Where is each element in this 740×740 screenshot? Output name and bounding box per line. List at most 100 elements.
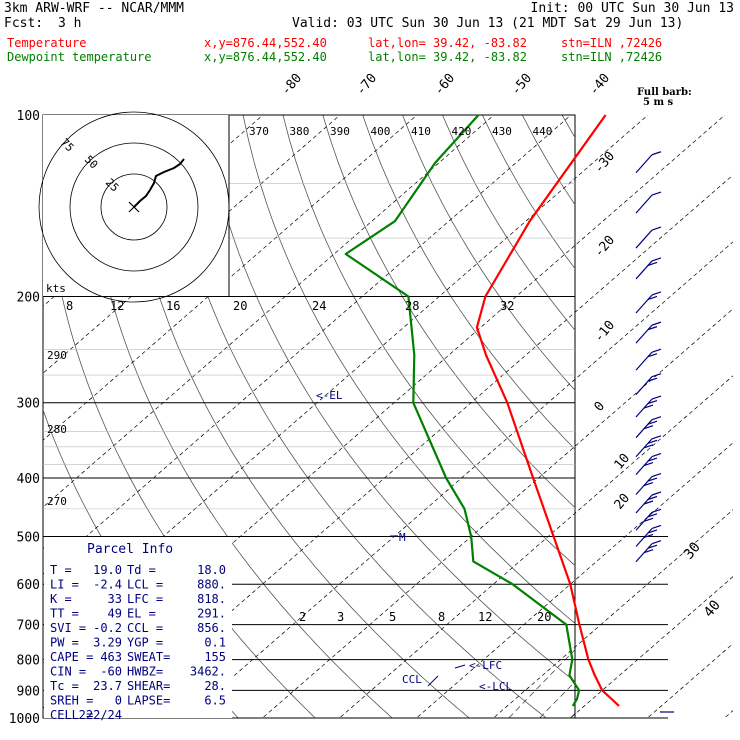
moist-adiabat-line	[570, 712, 575, 718]
legend-dewpoint-label: Dewpoint temperature	[7, 50, 152, 64]
ccl-marker: CCL	[402, 673, 422, 686]
wind-barb-flag	[647, 377, 658, 382]
isotherm-label: -30	[592, 149, 619, 177]
isotherm-line	[723, 710, 733, 718]
legend-dewpoint-station: stn=ILN ,72426	[561, 50, 663, 64]
legend-temperature-xy: x,y=876.44,552.40	[204, 36, 327, 50]
theta-e-label: 390	[330, 125, 350, 138]
parcel-key: CAPE =	[50, 650, 93, 664]
wind-barb-icon	[635, 191, 662, 214]
isotherm-line	[43, 115, 572, 575]
pressure-label-800: 800	[17, 654, 40, 669]
wind-barb-shaft	[635, 260, 653, 280]
dry-adiabat-line	[322, 115, 575, 509]
theta-e-label: 410	[411, 125, 431, 138]
wind-barb-flag	[643, 533, 654, 539]
isotherm-label: -60	[432, 71, 459, 99]
dry-adiabat-line	[242, 115, 575, 624]
moist-adiabat-line	[539, 681, 575, 718]
isotherm-label: -70	[354, 71, 381, 99]
parcel-key: LCL =	[127, 578, 163, 592]
el-marker: <-EL	[316, 389, 343, 402]
valid-time: Valid: 03 UTC Sun 30 Jun 13 (21 MDT Sat …	[292, 16, 684, 31]
isotherm-line	[184, 241, 733, 718]
hodograph-ring	[69, 142, 199, 272]
parcel-key: TT =	[50, 607, 79, 621]
pressure-label-100: 100	[17, 109, 40, 124]
parcel-value: 19.0	[93, 563, 122, 577]
wind-barb-icon	[635, 151, 662, 174]
wind-barb-flag	[643, 425, 654, 430]
wind-barb-flag	[643, 462, 654, 467]
parcel-key: SHEAR=	[127, 679, 170, 693]
wind-barb-shaft	[635, 376, 653, 396]
isotherm-label: -20	[592, 233, 619, 261]
wind-barb-flag	[647, 529, 658, 534]
dry-adiabat-line	[722, 115, 740, 718]
parcel-key: CELL =	[50, 708, 93, 722]
wind-barb-shaft	[635, 154, 653, 174]
parcel-value: 6.5	[204, 694, 226, 708]
parcel-key: LFC =	[127, 592, 163, 606]
wind-barb-flag	[643, 517, 654, 522]
isotherm-label: -40	[587, 71, 614, 99]
parcel-value: 28.	[204, 679, 226, 693]
parcel-value: 33	[108, 592, 122, 606]
dry-adiabat-line	[561, 115, 575, 139]
freezing-level-marker: M	[399, 531, 406, 544]
dry-adiabat-line	[442, 115, 575, 331]
isotherm-line	[43, 115, 495, 508]
wind-barb-icon	[635, 491, 662, 514]
pressure-label-200: 200	[17, 291, 40, 306]
dry-adiabat-line	[362, 115, 575, 450]
wind-barb-flag	[651, 472, 662, 478]
wind-barb-shaft	[635, 294, 653, 314]
wind-barb-flag	[651, 491, 662, 496]
dry-adiabat-line	[682, 115, 740, 718]
parcel-key: LAPSE=	[127, 694, 170, 708]
parcel-key: SWEAT=	[127, 650, 170, 664]
dry-adiabat-line	[602, 115, 740, 718]
parcel-key: CCL =	[127, 621, 163, 635]
wind-barb-flag	[651, 540, 662, 545]
lcl-marker: <-LCL	[479, 680, 512, 693]
wind-barb-flag	[647, 326, 658, 331]
wind-barb-icon	[635, 540, 662, 563]
wind-barb-flag	[647, 477, 658, 482]
theta-e-label: 370	[249, 125, 269, 138]
wind-barb-flag	[651, 291, 662, 296]
parcel-value: -0.2	[93, 621, 122, 635]
parcel-value: 222/24	[79, 708, 122, 722]
wind-barb-icon	[635, 321, 662, 344]
isotherm-label: 20	[612, 491, 634, 513]
theta-e-label: 400	[371, 125, 391, 138]
wind-barb-flag	[651, 435, 662, 440]
parcel-value: -60	[100, 665, 122, 679]
parcel-panel	[44, 537, 232, 718]
hodograph-ring	[38, 111, 230, 303]
isotherm-line	[0, 115, 32, 731]
barb-key-label: Full barb:	[637, 87, 692, 98]
dry-adiabat-line	[642, 115, 740, 718]
isotherm-line	[415, 442, 733, 718]
wind-barb-icon	[635, 472, 662, 495]
isotherm-label: -10	[592, 318, 619, 346]
wind-barb-flag	[651, 257, 662, 262]
parcel-value: 155	[204, 650, 226, 664]
wind-barb-flag	[651, 453, 662, 458]
pressure-label-400: 400	[17, 472, 40, 487]
parcel-title: Parcel Info	[87, 542, 173, 557]
lfc-marker: <-LFC	[469, 659, 502, 672]
barb-key-unit: 5 m s	[643, 97, 674, 108]
pressure-label-1000: 1000	[9, 712, 40, 727]
pressure-label-900: 900	[17, 684, 40, 699]
mixing-ratio-label: 20	[537, 610, 551, 624]
wind-speed-label: 8	[66, 299, 73, 313]
dry-adiabat-line	[162, 115, 547, 718]
theta-label: 290	[47, 349, 67, 362]
parcel-key: CIN =	[50, 665, 86, 679]
ccl-pointer	[427, 675, 439, 687]
wind-barb-shaft	[635, 229, 653, 249]
wind-speed-label: 28	[405, 299, 419, 313]
wind-barb-flag	[651, 226, 662, 231]
